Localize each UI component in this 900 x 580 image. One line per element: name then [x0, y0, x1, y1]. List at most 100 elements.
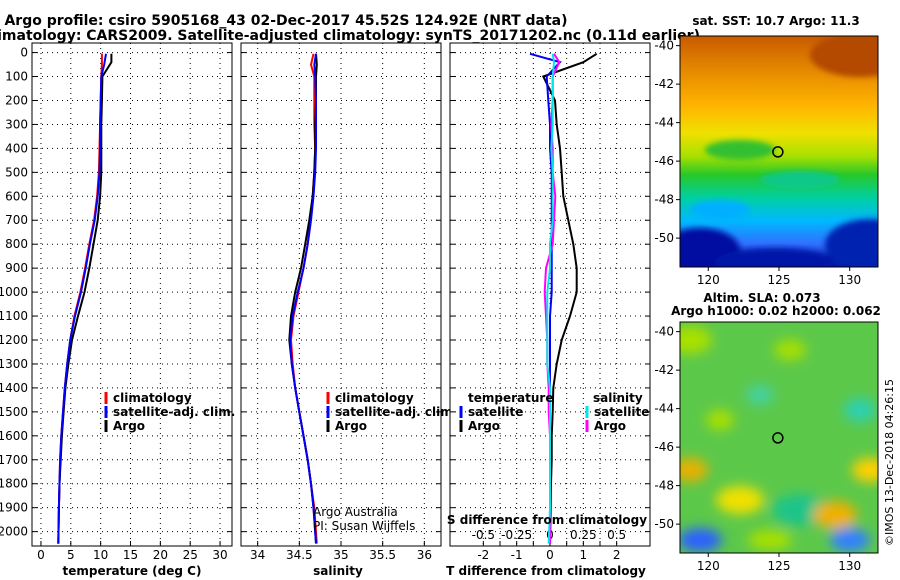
- map-lon-label: 130: [838, 273, 861, 287]
- x-tick-label: 0: [546, 548, 554, 562]
- legend-label-s-argo: Argo: [594, 419, 626, 433]
- depth-tick-label: 100: [5, 70, 28, 84]
- map-lat-label: -44: [654, 116, 674, 130]
- temperature-tick-labels: 0 5 10 15 20 25 30: [37, 548, 228, 562]
- depth-tick-label: 300: [5, 117, 28, 131]
- difference-panel: -2 -1 0 1 2 -0.5 -0.25 0 0.25 0.5 T difference f…: [446, 42, 651, 578]
- sla-argo-location-marker: [772, 432, 784, 444]
- salinity-satellite-line: [289, 53, 317, 544]
- salinity-grid: [241, 43, 441, 546]
- salinity-plot-frame: [240, 42, 442, 547]
- legend-label-s-satellite: satellite: [594, 405, 649, 419]
- x-tick-label: 20: [153, 548, 168, 562]
- sla-map-panel: Altim. SLA: 0.073 Argo h1000: 0.02 h2000…: [654, 291, 881, 573]
- sst-map-panel: sat. SST: 10.7 Argo: 11.3 120 125 130 -40 -4…: [654, 14, 879, 287]
- depth-tick-label: 900: [5, 261, 28, 275]
- sst-field-detail: [680, 36, 878, 267]
- sla-field-detail: [680, 326, 878, 552]
- x-tick-label: 1: [580, 548, 588, 562]
- map-lat-label: -42: [654, 363, 674, 377]
- depth-tick-label: 1500: [0, 405, 28, 419]
- legend-label-satellite: satellite-adj. clim.: [335, 405, 457, 419]
- x-tick-label: 5: [67, 548, 75, 562]
- x-tick-label: 15: [123, 548, 138, 562]
- map-lat-label: -46: [654, 154, 674, 168]
- legend-label-t-argo: Argo: [468, 419, 500, 433]
- x-tick-label: 36: [417, 548, 432, 562]
- legend-label-climatology: climatology: [113, 391, 192, 405]
- map-lat-label: -40: [654, 39, 674, 53]
- credit-line-1: Argo Australia: [313, 505, 398, 519]
- depth-tick-label: 2000: [0, 525, 28, 539]
- depth-tick-label: 600: [5, 189, 28, 203]
- legend-label-argo: Argo: [113, 419, 145, 433]
- depth-tick-label: 700: [5, 213, 28, 227]
- depth-tick-label: 1800: [0, 477, 28, 491]
- temperature-plot-frame: [31, 42, 233, 547]
- legend-label-t-satellite: satellite: [468, 405, 523, 419]
- temperature-legend: climatology satellite-adj. clim. Argo: [104, 391, 235, 433]
- x-tick-label: 35: [333, 548, 348, 562]
- x-tick-label: 0: [37, 548, 45, 562]
- depth-tick-label: 1400: [0, 381, 28, 395]
- map-lat-label: -50: [654, 231, 674, 245]
- map-lat-label: -50: [654, 517, 674, 531]
- legend-heading-temperature: temperature: [468, 391, 553, 405]
- map-lat-label: -46: [654, 440, 674, 454]
- depth-tick-label: 1000: [0, 285, 28, 299]
- depth-tick-label: 500: [5, 165, 28, 179]
- x-tick-label: 30: [212, 548, 227, 562]
- title-line-2: Climatology: CARS2009. Satellite-adjuste…: [0, 28, 700, 44]
- legend-label-argo: Argo: [335, 419, 367, 433]
- map-lon-label: 125: [768, 559, 791, 573]
- x-tick-label: 35.5: [369, 548, 396, 562]
- depth-tick-label: 200: [5, 93, 28, 107]
- depth-tick-label: 0: [20, 46, 28, 60]
- x-tick-label: 2: [613, 548, 621, 562]
- x-tick-label: 25: [183, 548, 198, 562]
- title-line-1: Argo profile: csiro 5905168_43 02-Dec-20…: [4, 13, 567, 29]
- salinity-legend: climatology satellite-adj. clim. Argo: [326, 391, 457, 433]
- temperature-panel: 0100200300400500600700800900100011001200…: [0, 42, 235, 578]
- map-lat-label: -42: [654, 77, 674, 91]
- t-difference-argo-line: [541, 52, 598, 544]
- temperature-satellite-line: [57, 53, 107, 544]
- salinity-axis-label: salinity: [313, 564, 363, 578]
- temperature-axis-label: temperature (deg C): [63, 564, 202, 578]
- depth-tick-label: 1900: [0, 501, 28, 515]
- s-tick-label: -0.5: [472, 528, 495, 542]
- legend-label-climatology: climatology: [335, 391, 414, 405]
- s-tick-label: -0.25: [501, 528, 532, 542]
- imos-timestamp: ©IMOS 13-Dec-2018 04:26:15: [883, 379, 896, 546]
- x-tick-label: 10: [93, 548, 108, 562]
- s-difference-satellite-line: [546, 53, 556, 544]
- legend-label-satellite: satellite-adj. clim.: [113, 405, 235, 419]
- salinity-panel: 34 34.5 35 35.5 36 salinity climatology sate…: [240, 42, 457, 578]
- legend-heading-salinity: salinity: [593, 391, 643, 405]
- sst-map-axes: 120 125 130 -40 -42 -44 -46 -48 -50: [654, 39, 861, 287]
- depth-tick-label: 1300: [0, 357, 28, 371]
- x-tick-label: 34: [250, 548, 265, 562]
- map-lat-label: -48: [654, 479, 674, 493]
- map-lat-label: -44: [654, 402, 674, 416]
- s-difference-axis-label: S difference from climatology: [447, 513, 647, 527]
- x-tick-label: 34.5: [286, 548, 313, 562]
- depth-tick-label: 1700: [0, 453, 28, 467]
- x-tick-label: -2: [477, 548, 489, 562]
- s-tick-label: 0.5: [607, 528, 626, 542]
- depth-tick-label: 1600: [0, 429, 28, 443]
- credit-line-2: PI: Susan Wijffels: [313, 519, 415, 533]
- map-lon-label: 130: [838, 559, 861, 573]
- depth-tick-labels: 0 100 200 300 400 500 600 700 800 900 1000 1100 1200…: [0, 46, 28, 539]
- map-lat-label: -40: [654, 325, 674, 339]
- map-lon-label: 125: [768, 273, 791, 287]
- t-difference-axis-label: T difference from climatology: [446, 564, 646, 578]
- depth-tick-label: 1200: [0, 333, 28, 347]
- t-difference-tick-labels: -2 -1 0 1 2: [477, 548, 620, 562]
- sla-map-axes: 120 125 130 -40 -42 -44 -46 -48 -50: [654, 325, 861, 573]
- map-lon-label: 120: [697, 559, 720, 573]
- map-lat-label: -48: [654, 193, 674, 207]
- salinity-tick-labels: 34 34.5 35 35.5 36: [250, 548, 432, 562]
- depth-tick-label: 800: [5, 237, 28, 251]
